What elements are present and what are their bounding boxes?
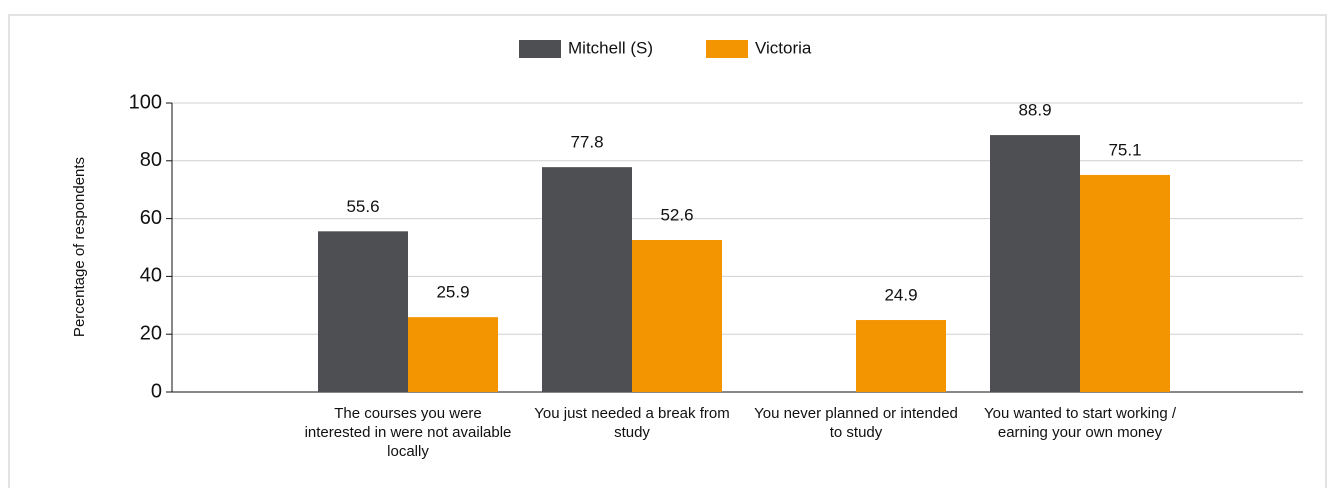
y-tick-label: 80 — [140, 149, 162, 171]
data-label: 77.8 — [570, 133, 603, 152]
x-tick-label: The courses you were interested in were … — [304, 405, 512, 460]
y-axis-label: Percentage of respondents — [71, 157, 88, 337]
data-label: 75.1 — [1108, 140, 1141, 159]
y-tick-label: 40 — [140, 265, 162, 287]
x-tick-label: You never planned or intended to study — [754, 405, 958, 441]
legend-label: Victoria — [755, 38, 812, 57]
x-tick-label: You wanted to start working / earning yo… — [983, 405, 1177, 441]
y-tick-label: 100 — [129, 91, 162, 113]
bar — [1080, 174, 1170, 392]
legend-swatch — [706, 40, 748, 58]
data-label: 55.6 — [346, 197, 379, 216]
bar — [632, 239, 722, 392]
y-tick-label: 0 — [151, 380, 162, 402]
bar — [856, 320, 946, 392]
data-label: 88.9 — [1018, 101, 1051, 120]
data-label: 52.6 — [660, 205, 693, 224]
legend-label: Mitchell (S) — [568, 38, 653, 57]
bar — [542, 167, 632, 392]
data-label: 25.9 — [436, 283, 469, 302]
chart-frame — [8, 14, 1327, 488]
x-tick-label: You just needed a break from study — [534, 405, 730, 441]
data-label: 24.9 — [884, 286, 917, 305]
bar — [318, 231, 408, 392]
bar — [408, 317, 498, 392]
y-tick-label: 20 — [140, 322, 162, 344]
legend-swatch — [519, 40, 561, 58]
bar — [990, 135, 1080, 393]
y-tick-label: 60 — [140, 207, 162, 229]
